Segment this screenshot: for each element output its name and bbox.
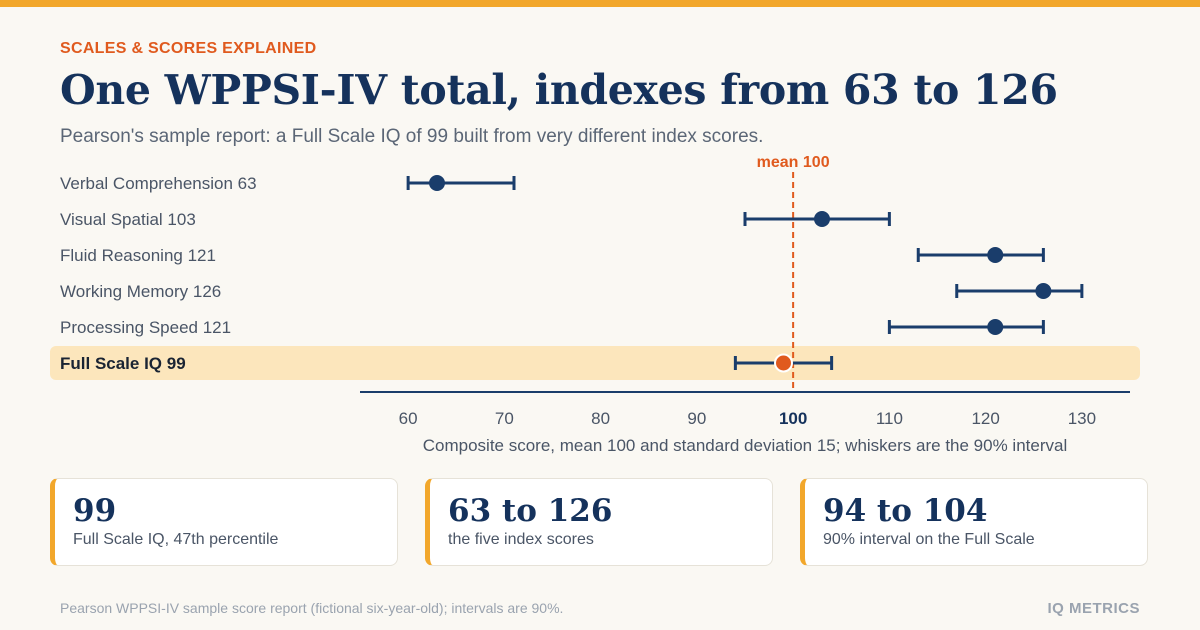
x-tick-label: 110	[876, 409, 903, 428]
stat-label: Full Scale IQ, 47th percentile	[73, 531, 279, 548]
page-title: One WPPSI-IV total, indexes from 63 to 1…	[60, 66, 1058, 114]
x-tick-label: 120	[971, 409, 999, 428]
category-label: Verbal Comprehension 63	[60, 174, 257, 193]
highlight-band	[50, 346, 1140, 380]
stat-label: the five index scores	[448, 531, 594, 548]
x-tick-label: 80	[591, 409, 610, 428]
stat-card-interval: 94 to 104 90% interval on the Full Scale	[800, 478, 1148, 566]
stat-card-index-range: 63 to 126 the five index scores	[425, 478, 773, 566]
stat-label: 90% interval on the Full Scale	[823, 531, 1035, 548]
x-tick-label: 60	[399, 409, 418, 428]
category-label: Full Scale IQ 99	[60, 354, 186, 373]
eyebrow: SCALES & SCORES EXPLAINED	[60, 40, 317, 57]
score-point	[429, 175, 445, 191]
stat-value: 63 to 126	[448, 493, 613, 529]
category-label: Processing Speed 121	[60, 318, 231, 337]
score-point	[774, 353, 793, 373]
stat-card-full-scale: 99 Full Scale IQ, 47th percentile	[50, 478, 398, 566]
x-tick-label: 100	[779, 409, 807, 428]
x-axis-label: Composite score, mean 100 and standard d…	[423, 436, 1067, 455]
stat-value: 94 to 104	[823, 493, 988, 529]
x-tick-label: 90	[687, 409, 706, 428]
reference-label: mean 100	[757, 154, 830, 171]
brand-logo-text: IQ METRICS	[1047, 600, 1140, 617]
score-point	[987, 247, 1004, 263]
x-tick-label: 130	[1068, 409, 1096, 428]
source-note: Pearson WPPSI-IV sample score report (fi…	[60, 600, 564, 616]
stat-value: 99	[73, 493, 117, 529]
category-label: Working Memory 126	[60, 282, 221, 301]
top-accent-bar	[0, 0, 1200, 7]
score-point	[987, 319, 1004, 335]
score-interval-chart: mean 100 Verbal Comprehension 63 Visual Sp…	[50, 154, 1140, 455]
category-label: Fluid Reasoning 121	[60, 246, 216, 265]
score-point	[814, 211, 830, 227]
score-point	[1035, 283, 1052, 299]
category-label: Visual Spatial 103	[60, 210, 196, 229]
subtitle: Pearson's sample report: a Full Scale IQ…	[60, 126, 764, 147]
x-tick-label: 70	[495, 409, 514, 428]
